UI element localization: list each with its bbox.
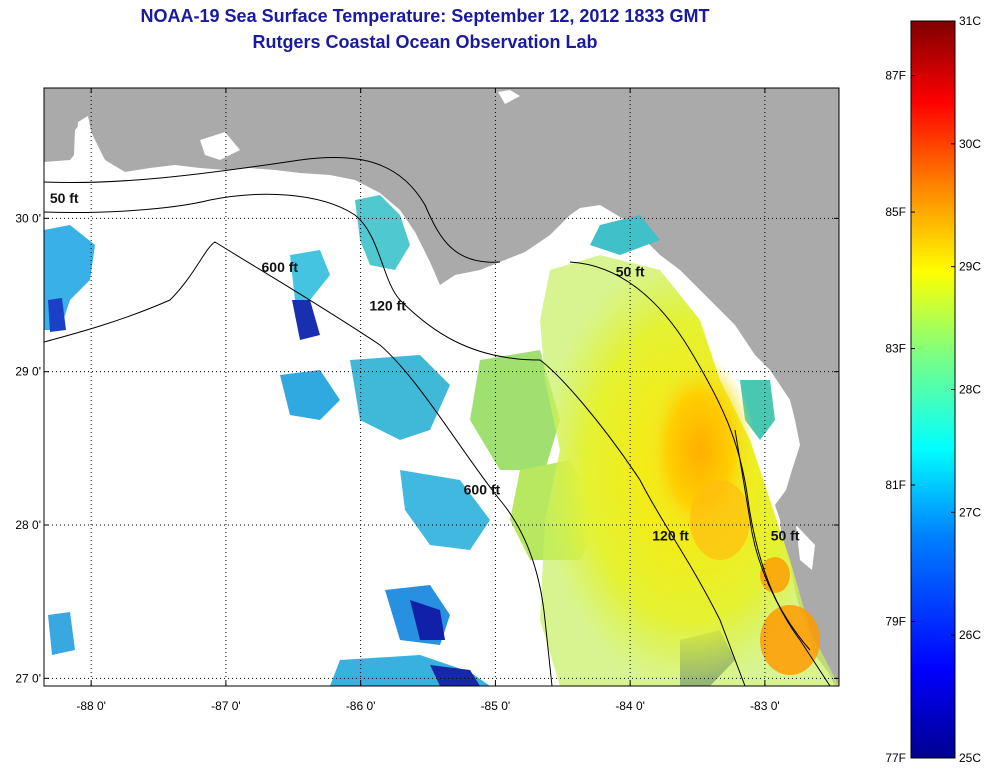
sst-warm-patches (645, 355, 820, 675)
contour-600ft (44, 241, 553, 686)
lat-tick-label: 30 0' (15, 211, 41, 225)
lat-tick-label: 29 0' (15, 365, 41, 379)
longitude-ticks: -88 0' -87 0' -86 0' -85 0' -84 0' -83 0' (76, 88, 780, 713)
graticule (44, 88, 839, 686)
map-title: NOAA-19 Sea Surface Temperature: Septemb… (140, 6, 710, 26)
celsius-label: 29C (959, 260, 981, 274)
lon-tick-label: -86 0' (346, 699, 376, 713)
contour-50ft-east (569, 261, 831, 686)
map-canvas: 50 ft 600 ft 120 ft 50 ft 600 ft 120 ft 50 ft (44, 88, 839, 686)
contour-50ft-north (44, 157, 501, 263)
latitude-ticks: 30 0' 29 0' 28 0' 27 0' (15, 211, 839, 685)
lon-tick-label: -84 0' (615, 699, 645, 713)
contour-coast-tampa (734, 429, 811, 651)
celsius-label: 26C (959, 628, 981, 642)
lat-tick-label: 27 0' (15, 671, 41, 685)
fahrenheit-label: 85F (885, 205, 906, 219)
fahrenheit-label: 83F (885, 342, 906, 356)
fahrenheit-label: 87F (885, 69, 906, 83)
bay-keys (498, 90, 520, 104)
colorbar-celsius-labels: 31C 30C 29C 28C 27C 26C 25C (951, 14, 981, 765)
bay-mobile (76, 116, 95, 158)
bay-panhandle (200, 132, 240, 160)
contour-label: 50 ft (771, 527, 800, 543)
contour-labels: 50 ft 600 ft 120 ft 50 ft 600 ft 120 ft 50 ft (50, 190, 800, 543)
celsius-label: 27C (959, 505, 981, 519)
celsius-label: 28C (959, 383, 981, 397)
contour-label: 600 ft (262, 259, 299, 275)
celsius-label: 25C (959, 751, 981, 765)
bay-tampa (796, 525, 815, 570)
fahrenheit-label: 79F (885, 615, 906, 629)
fahrenheit-label: 77F (885, 751, 906, 765)
celsius-label: 31C (959, 14, 981, 28)
lat-tick-label: 28 0' (15, 518, 41, 532)
contour-label: 50 ft (50, 190, 79, 206)
colorbar-fahrenheit-labels: 87F 85F 83F 81F 79F 77F (885, 69, 915, 765)
lon-tick-label: -85 0' (481, 699, 511, 713)
contour-label: 50 ft (616, 264, 645, 280)
map-subtitle: Rutgers Coastal Ocean Observation Lab (252, 32, 598, 52)
fahrenheit-label: 81F (885, 478, 906, 492)
contour-label: 120 ft (369, 297, 406, 313)
colorbar-gradient (910, 20, 956, 759)
celsius-label: 30C (959, 137, 981, 151)
lon-tick-label: -83 0' (750, 699, 780, 713)
contour-label: 120 ft (652, 527, 689, 543)
contour-label: 600 ft (464, 481, 501, 497)
sst-cool-patches (44, 195, 775, 686)
map-frame (43, 87, 840, 687)
contour-120ft-north (44, 193, 746, 686)
depth-contours (44, 157, 831, 686)
lon-tick-label: -87 0' (211, 699, 241, 713)
land-florida (44, 88, 839, 686)
lon-tick-label: -88 0' (76, 699, 106, 713)
